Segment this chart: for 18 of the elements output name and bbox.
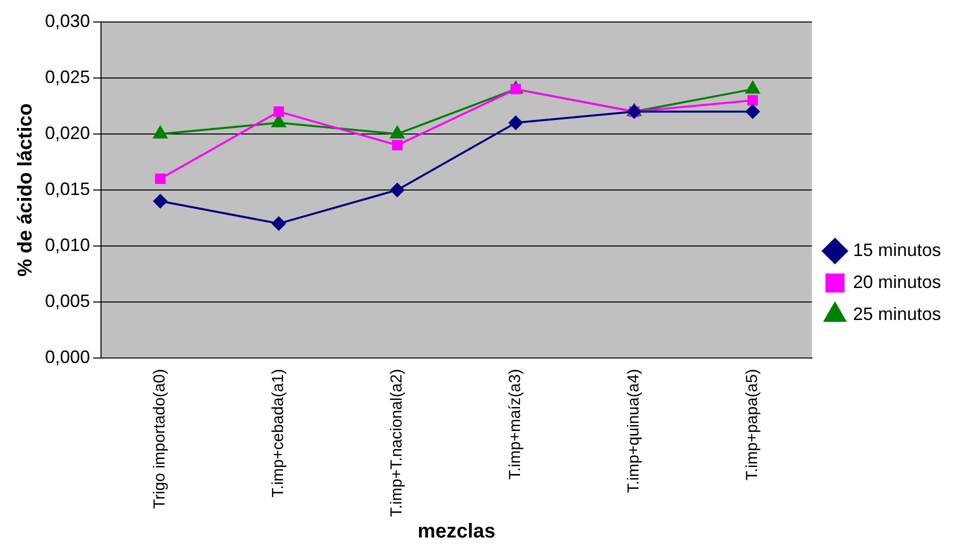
y-axis-title: % de ácido láctico <box>14 103 37 277</box>
x-tick-label: T.imp+papa(a5) <box>744 368 762 481</box>
y-tick-label: 0,000 <box>44 346 90 367</box>
y-tick-label: 0,025 <box>44 66 90 87</box>
legend-label: 20 minutos <box>852 272 942 292</box>
x-tick-label: T.imp+maíz(a3) <box>507 368 524 480</box>
y-tick-label: 0,005 <box>44 290 90 311</box>
x-axis-title: mezclas <box>418 520 496 543</box>
x-tick-label: T.imp+T.nacional(a2) <box>388 368 406 518</box>
y-tick-label: 0,020 <box>44 122 90 143</box>
y-tick-label: 0,030 <box>44 10 90 31</box>
x-tick-label: T.imp+quinua(a4) <box>626 368 643 494</box>
legend-label: 25 minutos <box>852 304 942 324</box>
y-tick-label: 0,015 <box>44 178 90 199</box>
x-tick-label: T.imp+cebada(a1) <box>270 368 288 498</box>
x-tick-label: Trigo importado(a0) <box>152 368 169 509</box>
legend-label: 15 minutos <box>852 240 942 260</box>
y-tick-label: 0,010 <box>44 234 90 255</box>
